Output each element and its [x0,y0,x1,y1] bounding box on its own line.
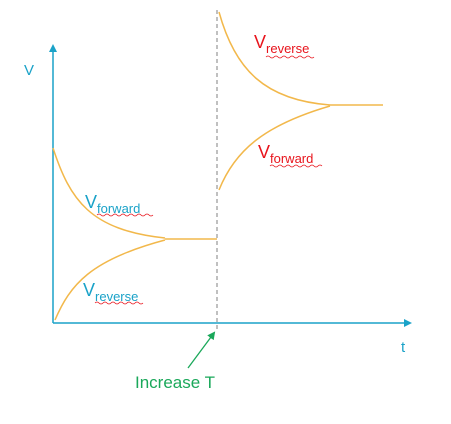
label-v-forward-before: Vforward [85,192,140,216]
spellcheck-squiggle [265,55,315,59]
label-v-forward-after: Vforward [258,142,313,166]
x-axis-label: t [401,339,406,356]
spellcheck-squiggle [269,164,323,168]
label-v-reverse-after-sub: reverse [266,41,309,56]
label-v-forward-before-main: V [85,192,97,212]
y-axis-label: V [24,62,34,79]
label-v-reverse-before-main: V [83,280,95,300]
curve-reverse-before [54,239,166,321]
increase-t-arrow [187,331,216,369]
label-v-forward-after-sub: forward [270,151,313,166]
curve-reverse-after [218,11,331,106]
label-v-forward-after-main: V [258,142,270,162]
spellcheck-squiggle [94,301,144,305]
spellcheck-squiggle [96,213,154,217]
curve-forward-after [218,105,331,191]
label-v-reverse-before: Vreverse [83,280,138,304]
increase-t-label: Increase T [135,373,215,392]
label-v-reverse-after: Vreverse [254,32,309,56]
curve-forward-before [52,147,166,239]
label-v-reverse-before-sub: reverse [95,289,138,304]
label-v-forward-before-sub: forward [97,201,140,216]
label-v-reverse-after-main: V [254,32,266,52]
